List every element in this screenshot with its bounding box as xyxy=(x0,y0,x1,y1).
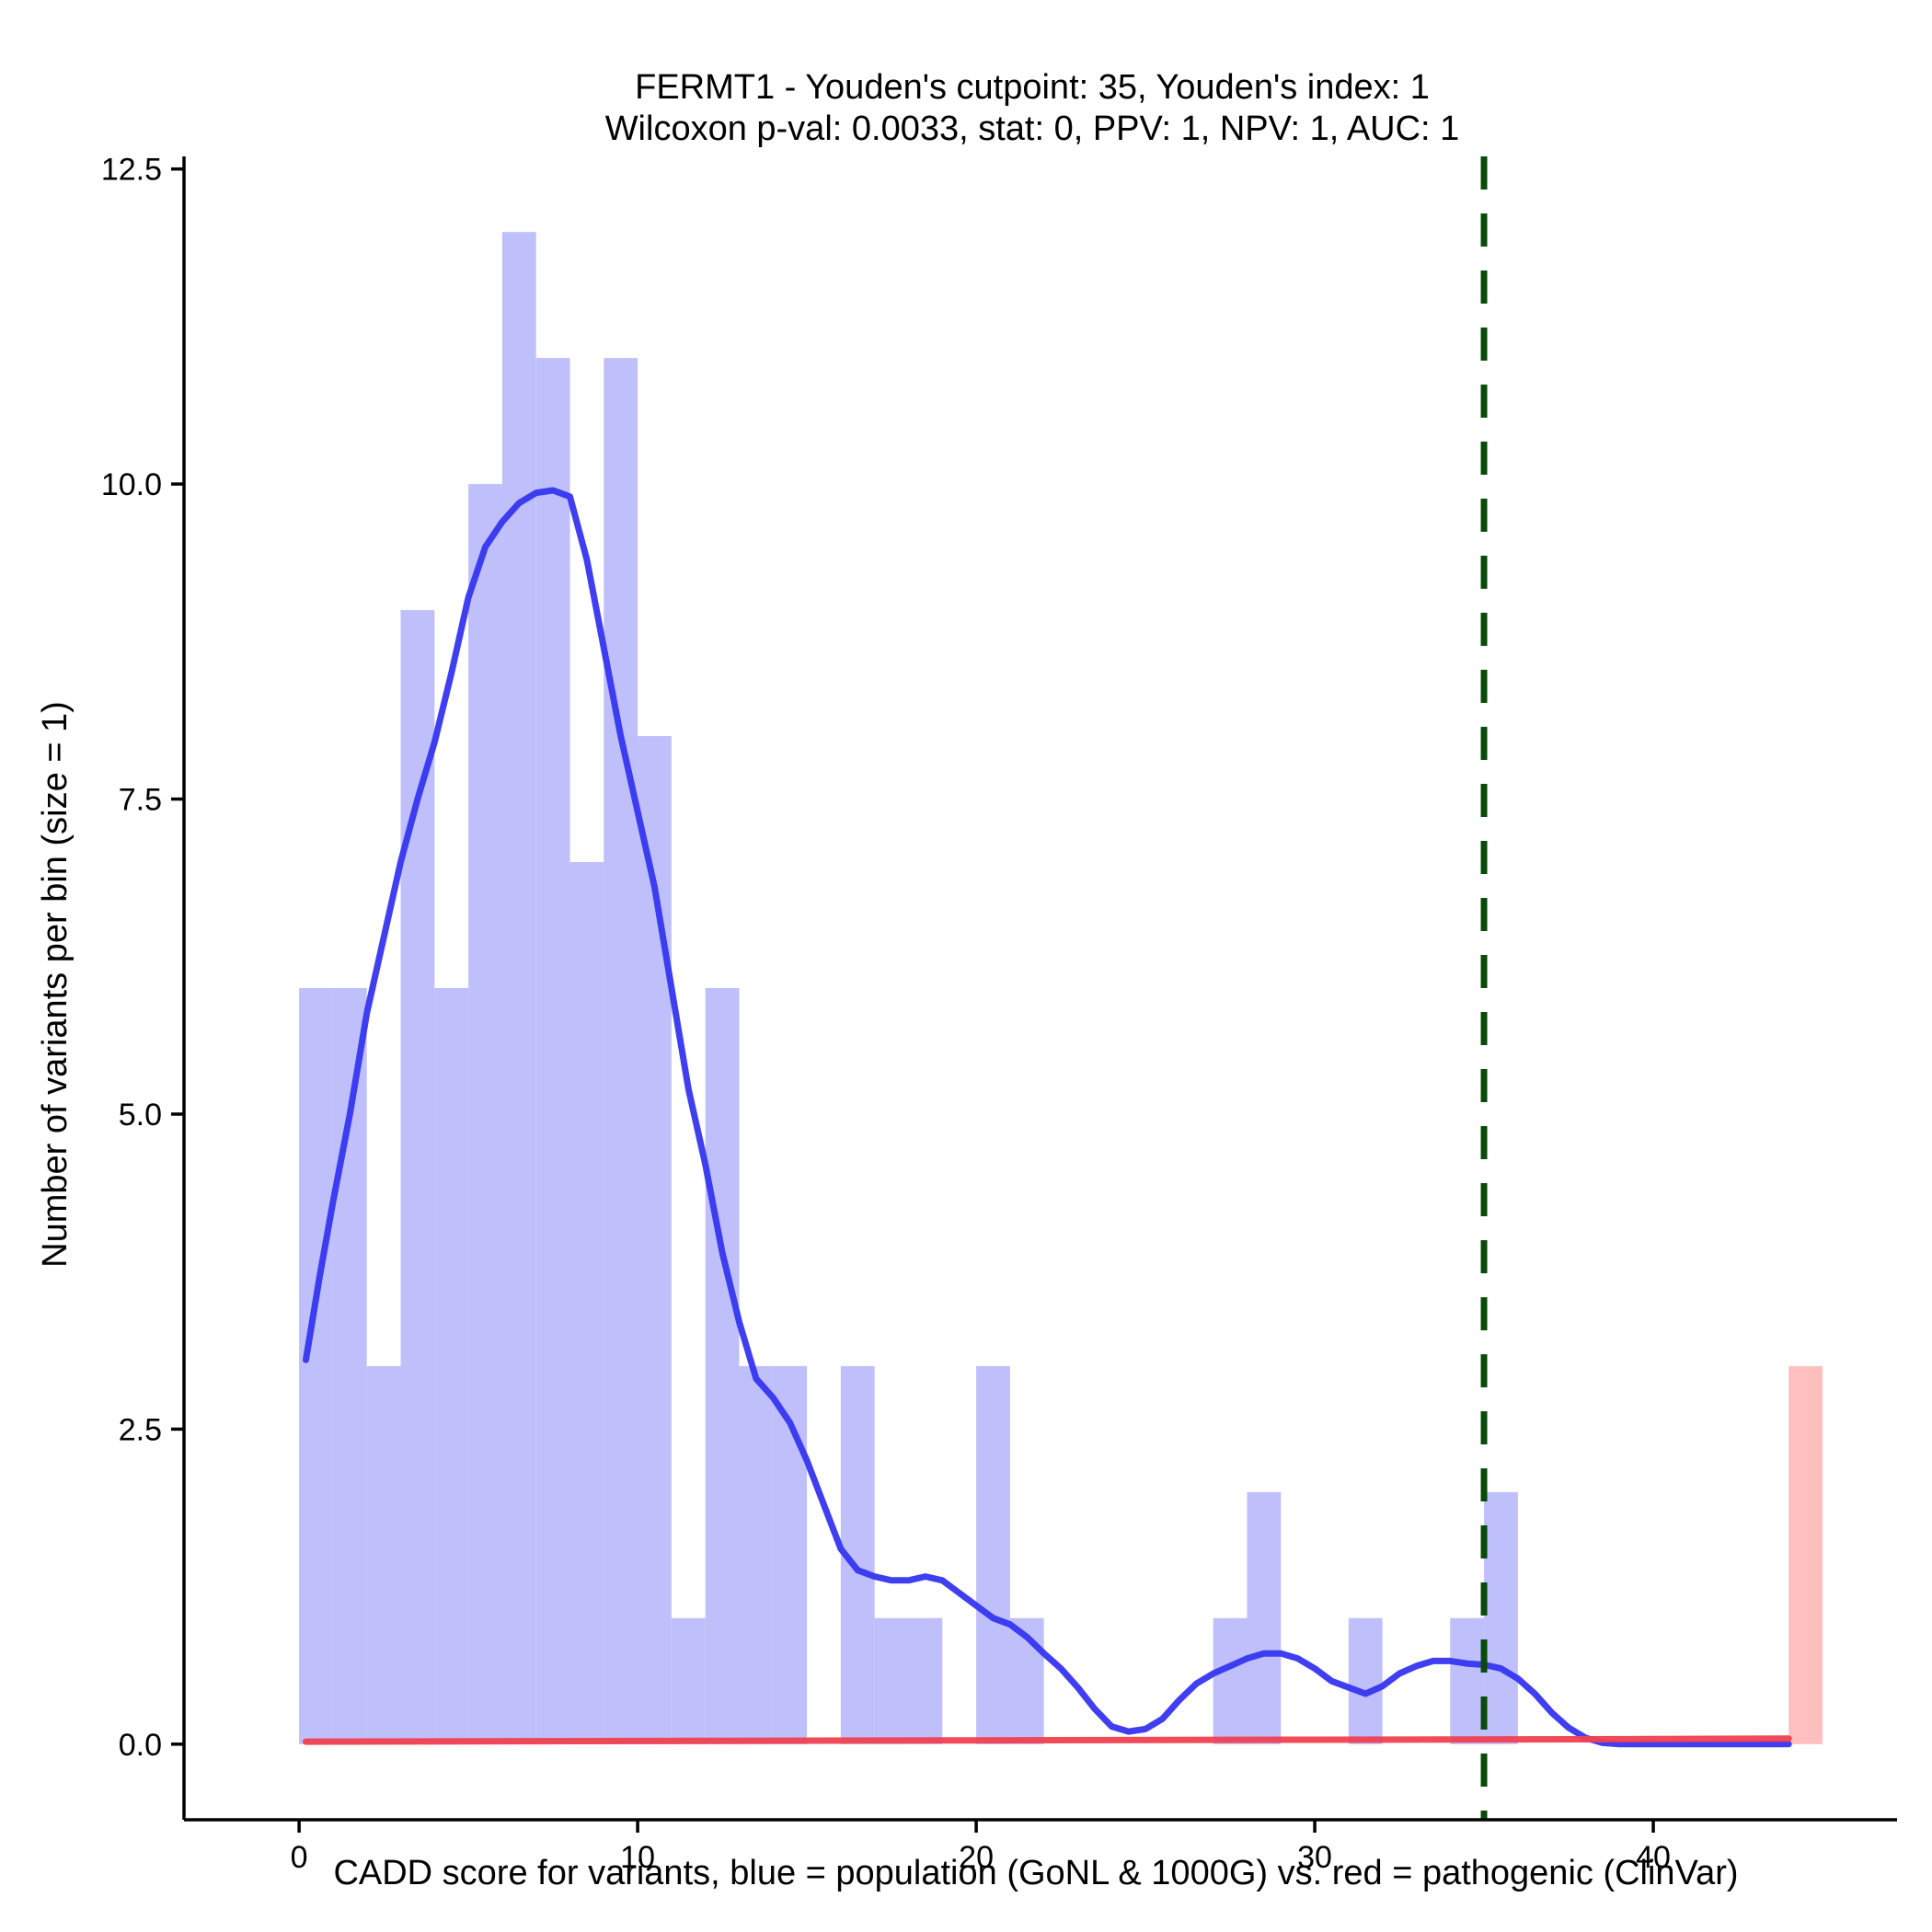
y-tick-label: 0.0 xyxy=(119,1728,162,1763)
x-ticks: 0 10 20 30 40 xyxy=(291,1820,1671,1875)
population-bar xyxy=(535,358,570,1744)
chart-title-line1: FERMT1 - Youden's cutpoint: 35, Youden's… xyxy=(635,68,1430,107)
y-tick-label: 5.0 xyxy=(119,1098,162,1133)
population-bar xyxy=(299,988,333,1744)
population-bar xyxy=(1247,1491,1282,1744)
population-bar xyxy=(1484,1491,1518,1744)
y-tick-label: 7.5 xyxy=(119,783,162,818)
x-tick-label: 10 xyxy=(620,1840,655,1875)
population-bar xyxy=(739,1365,774,1744)
chart-title-line2: Wilcoxon p-val: 0.0033, stat: 0, PPV: 1,… xyxy=(605,109,1460,148)
y-axis-label: Number of variants per bin (size = 1) xyxy=(36,701,75,1268)
y-tick-label: 12.5 xyxy=(101,153,162,188)
x-tick-label: 30 xyxy=(1297,1840,1332,1875)
population-bar xyxy=(434,988,469,1744)
population-bar xyxy=(874,1617,909,1744)
population-bar xyxy=(400,610,435,1744)
population-bars xyxy=(299,232,1518,1744)
population-density-line xyxy=(303,487,1792,1748)
y-tick-label: 10.0 xyxy=(101,467,162,502)
population-bar xyxy=(1213,1617,1248,1744)
population-bar xyxy=(671,1617,706,1744)
population-bar xyxy=(705,988,740,1744)
y-tick-label: 2.5 xyxy=(119,1412,162,1447)
population-bar xyxy=(366,1365,401,1744)
population-bar xyxy=(468,484,502,1744)
population-bar xyxy=(501,232,536,1744)
x-axis-label: CADD score for variants, blue = populati… xyxy=(333,1854,1738,1892)
population-bar xyxy=(604,358,638,1744)
pathogenic-density-line xyxy=(303,1735,1792,1745)
population-bar xyxy=(1450,1617,1485,1744)
y-ticks: 0.0 2.5 5.0 7.5 10.0 12.5 xyxy=(101,153,184,1763)
pathogenic-bars xyxy=(1788,1365,1823,1744)
population-bar xyxy=(976,1365,1010,1744)
x-tick-label: 40 xyxy=(1636,1840,1671,1875)
population-bar xyxy=(569,862,604,1744)
population-bar xyxy=(1348,1617,1383,1744)
x-tick-label: 0 xyxy=(291,1840,308,1875)
pathogenic-bar xyxy=(1788,1365,1823,1744)
x-tick-label: 20 xyxy=(959,1840,994,1875)
population-bar xyxy=(908,1617,943,1744)
